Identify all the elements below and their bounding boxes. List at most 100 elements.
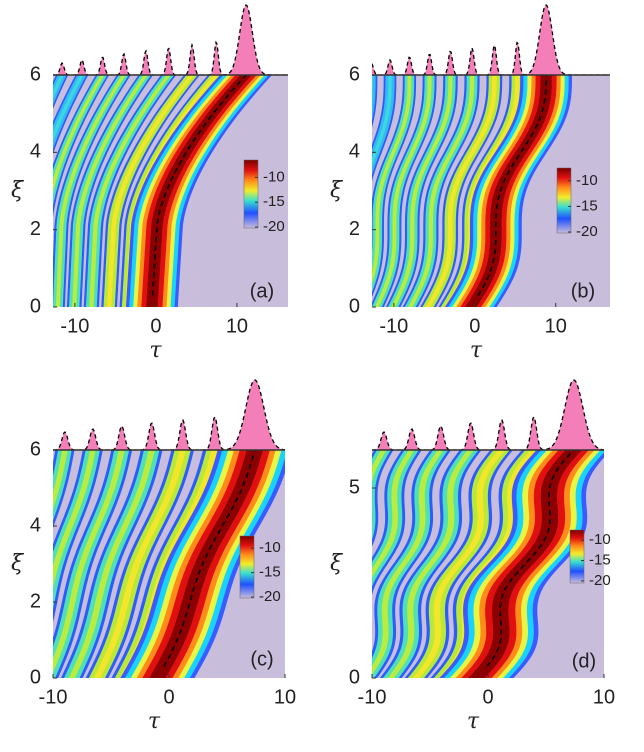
x-axis-label: τ bbox=[149, 338, 162, 363]
heatmap-band bbox=[53, 450, 130, 678]
heatmap-band bbox=[33, 450, 55, 678]
heatmap-band bbox=[372, 75, 374, 105]
heatmap-band bbox=[0, 450, 7, 678]
trajectory bbox=[151, 75, 247, 296]
heatmap-band bbox=[372, 450, 449, 678]
y-axis-label: ξ bbox=[11, 178, 25, 203]
colorbar bbox=[569, 529, 585, 584]
heatmap-band bbox=[53, 75, 87, 149]
x-tick-label: 10 bbox=[226, 315, 248, 337]
heatmap-band bbox=[53, 450, 100, 610]
trajectory bbox=[477, 75, 547, 296]
x-axis-label: τ bbox=[148, 709, 161, 734]
heatmap-band bbox=[0, 450, 47, 678]
output-profile bbox=[53, 379, 285, 450]
y-tick-label: 2 bbox=[30, 218, 41, 240]
y-tick-label: 6 bbox=[30, 63, 41, 85]
y-tick-label: 4 bbox=[30, 141, 41, 163]
heatmap-band bbox=[372, 450, 415, 578]
heatmap-band bbox=[19, 450, 46, 678]
colorbar-tick-label: -15 bbox=[259, 564, 281, 581]
x-tick-label: -10 bbox=[60, 315, 89, 337]
y-tick-label: 5 bbox=[349, 476, 360, 498]
profile-outline bbox=[372, 4, 610, 75]
heatmap bbox=[0, 450, 604, 678]
heatmap-band bbox=[289, 75, 325, 307]
heatmap-band bbox=[372, 450, 444, 675]
heatmap-band bbox=[137, 75, 261, 307]
y-tick-label: 2 bbox=[30, 590, 41, 612]
x-axis-label: τ bbox=[470, 338, 483, 363]
colorbar-tick-label: -10 bbox=[263, 168, 285, 185]
profile-outline bbox=[53, 4, 288, 75]
heatmap-band bbox=[21, 450, 43, 678]
heatmap-band bbox=[412, 450, 505, 678]
y-tick-label: 2 bbox=[349, 218, 360, 240]
heatmap-band bbox=[53, 450, 68, 509]
heatmap-band bbox=[0, 450, 11, 678]
x-tick-label: -10 bbox=[379, 315, 408, 337]
heatmap-band bbox=[293, 75, 322, 307]
heatmap-band bbox=[0, 75, 47, 307]
colorbar bbox=[239, 535, 255, 599]
heatmap-band bbox=[468, 450, 582, 678]
heatmap-band bbox=[53, 450, 96, 589]
heatmap-band bbox=[372, 450, 391, 540]
y-tick-label: 4 bbox=[30, 514, 41, 536]
colorbar-tick-label: -20 bbox=[589, 572, 611, 589]
heatmap-band bbox=[0, 75, 8, 307]
heatmap-band bbox=[0, 75, 49, 307]
profile-area bbox=[53, 380, 285, 450]
heatmap-band bbox=[93, 450, 186, 678]
heatmap-band bbox=[440, 75, 524, 307]
colorbar-tick-label: -10 bbox=[576, 172, 598, 189]
y-tick-label: 0 bbox=[349, 666, 360, 688]
heatmap-band bbox=[372, 75, 392, 167]
profile-outline bbox=[372, 379, 604, 450]
heatmap-band bbox=[53, 75, 64, 99]
profile-outline bbox=[53, 379, 285, 450]
trajectory bbox=[486, 450, 575, 668]
heatmap bbox=[0, 450, 285, 678]
x-tick-label: 0 bbox=[482, 686, 493, 708]
y-axis-label: ξ bbox=[11, 551, 25, 576]
heatmap-band bbox=[72, 75, 148, 307]
y-tick-label: 6 bbox=[30, 438, 41, 460]
y-tick-label: 0 bbox=[30, 295, 41, 317]
y-tick-label: 0 bbox=[349, 295, 360, 317]
colorbar-tick-label: -10 bbox=[259, 539, 281, 556]
colorbar-tick-label: -20 bbox=[263, 218, 285, 235]
y-axis-label: ξ bbox=[330, 178, 344, 203]
x-tick-label: 10 bbox=[545, 315, 567, 337]
panel-label: (a) bbox=[250, 280, 274, 302]
x-tick-label: -10 bbox=[358, 686, 387, 708]
heatmap-band bbox=[387, 450, 474, 678]
heatmap-band bbox=[68, 450, 155, 678]
y-tick-label: 0 bbox=[30, 666, 41, 688]
heatmap-band bbox=[146, 75, 252, 307]
output-profile bbox=[53, 4, 288, 75]
x-tick-label: 0 bbox=[163, 686, 174, 708]
heatmap-band bbox=[53, 450, 72, 521]
heatmap-band bbox=[0, 450, 9, 678]
panel-label: (b) bbox=[571, 280, 595, 302]
heatmap-band bbox=[53, 75, 67, 105]
colorbar-tick-label: -15 bbox=[589, 552, 611, 569]
heatmap bbox=[0, 75, 288, 307]
colorbar-tick-label: -15 bbox=[263, 193, 285, 210]
heatmap-band bbox=[149, 450, 263, 678]
profile-area bbox=[53, 5, 288, 75]
trajectory bbox=[163, 450, 256, 667]
output-profile bbox=[372, 4, 610, 75]
colorbar bbox=[243, 159, 259, 229]
x-tick-label: 10 bbox=[274, 686, 296, 708]
heatmap-band bbox=[372, 75, 412, 285]
profile-area bbox=[372, 5, 610, 75]
y-tick-label: 6 bbox=[349, 63, 360, 85]
colorbar-tick-label: -15 bbox=[576, 197, 598, 214]
panel-label: (d) bbox=[572, 650, 596, 672]
x-tick-label: 0 bbox=[150, 315, 161, 337]
y-axis-label: ξ bbox=[330, 551, 344, 576]
